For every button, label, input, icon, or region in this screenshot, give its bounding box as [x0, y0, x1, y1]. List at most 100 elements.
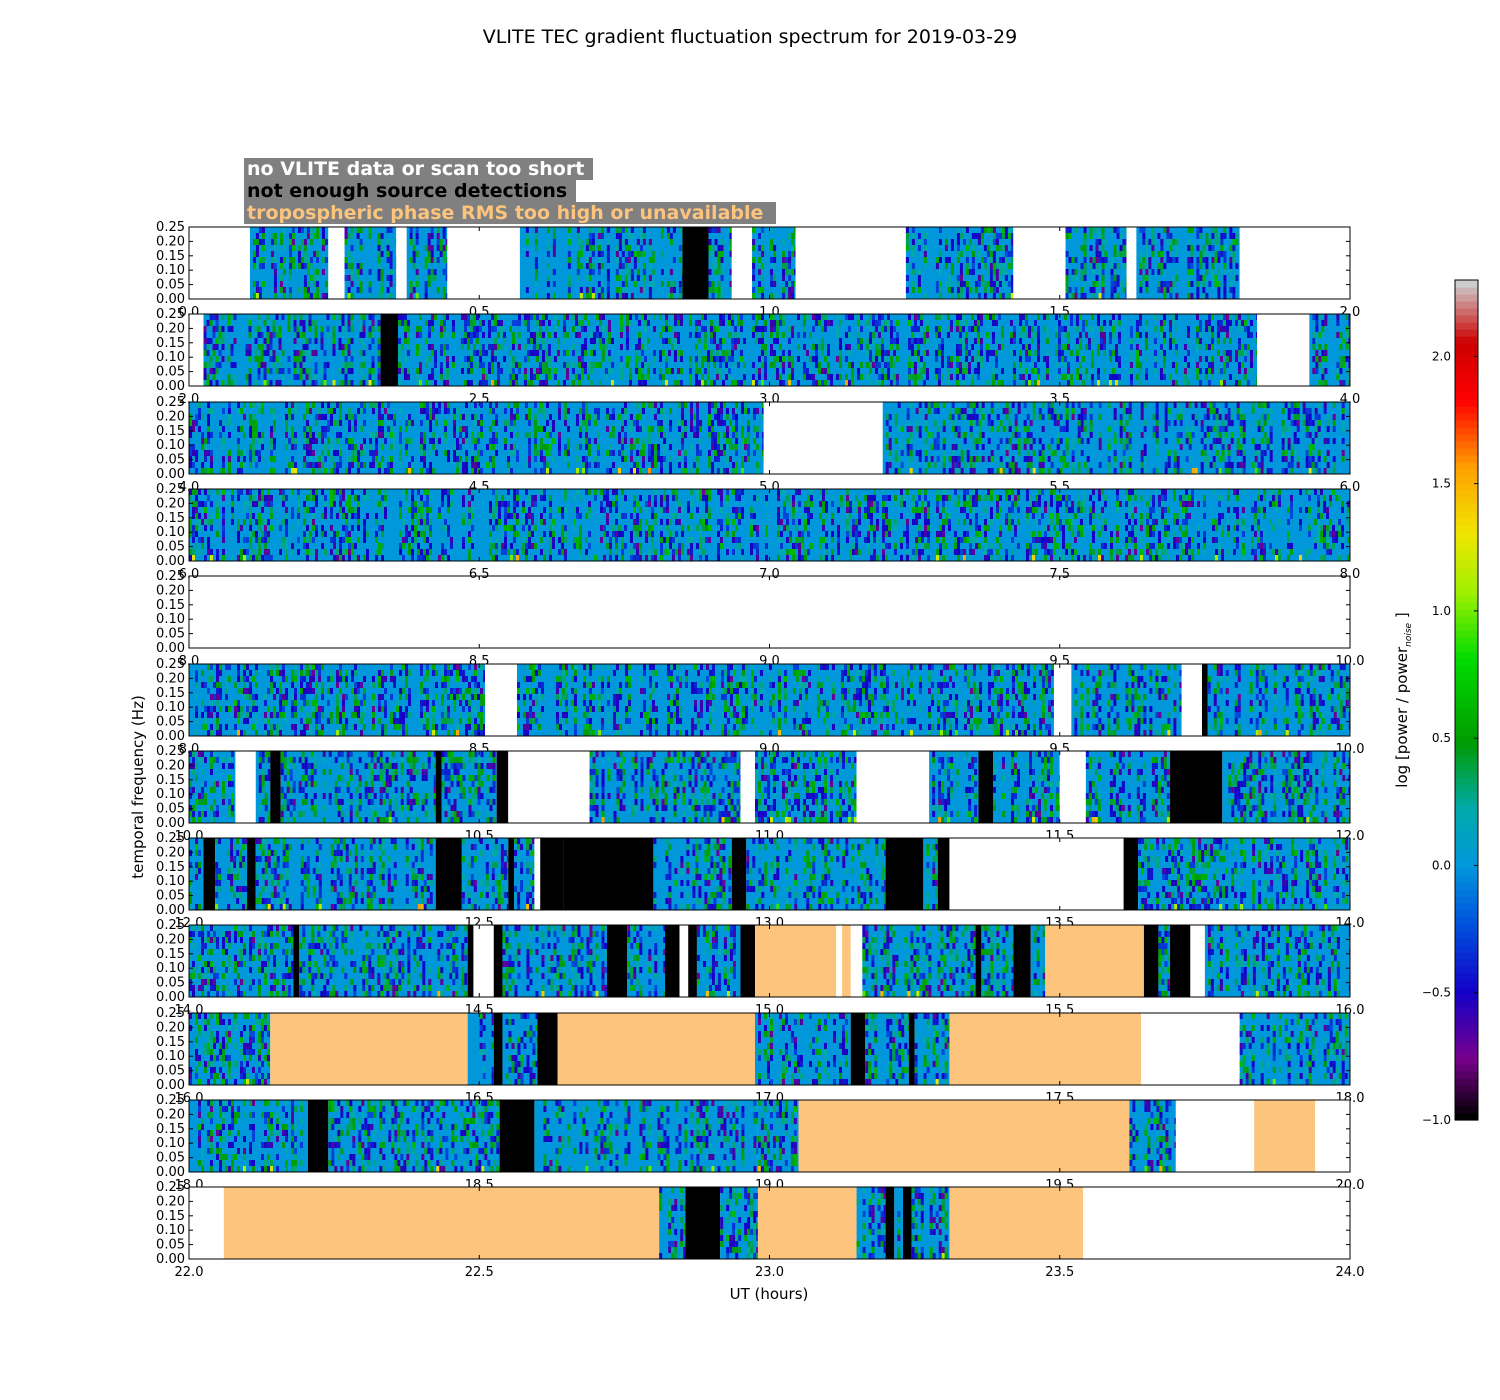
segment-det — [380, 314, 398, 386]
spectrum-cell — [760, 362, 764, 368]
spectrum-cell — [1168, 326, 1172, 332]
spectrum-cell — [1041, 444, 1045, 450]
spectrum-cell — [954, 414, 958, 420]
spectrum-cell — [445, 269, 448, 275]
segment-none — [189, 227, 250, 299]
spectrum-cell — [741, 408, 744, 414]
spectrum-cell — [1108, 374, 1112, 380]
spectrum-cell — [513, 450, 516, 456]
spectrum-cell — [582, 456, 585, 462]
spectrum-cell — [794, 281, 796, 287]
spectrum-cell — [1240, 326, 1244, 332]
spectrum-cell — [938, 251, 942, 257]
spectrum-cell — [1206, 456, 1210, 462]
spectrum-cell — [1212, 402, 1216, 408]
spectrum-cell — [715, 326, 719, 332]
spectrum-cell — [1033, 368, 1037, 374]
spectrum-cell — [658, 350, 662, 356]
spectrum-cell — [324, 444, 327, 450]
spectrum-cell — [273, 233, 277, 239]
spectrum-cell — [1336, 332, 1340, 338]
spectrum-cell — [664, 380, 668, 386]
spectrum-cell — [981, 444, 985, 450]
spectrum-cell — [606, 257, 610, 263]
spectrum-cell — [1143, 468, 1147, 474]
spectrum-cell — [1075, 356, 1079, 362]
panel-1: 0.000.050.100.150.200.250.0 0.5 1.0 1.5 2.0 — [156, 220, 1360, 320]
spectrum-cell — [661, 380, 665, 386]
spectrum-cell — [1007, 251, 1011, 257]
spectrum-cell — [1122, 444, 1126, 450]
spectrum-cell — [1023, 444, 1027, 450]
spectrum-cell — [715, 356, 719, 362]
spectrum-cell — [1128, 408, 1132, 414]
spectrum-cell — [1266, 438, 1270, 444]
spectrum-cell — [1077, 432, 1081, 438]
spectrum-cell — [1041, 462, 1045, 468]
spectrum-cell — [919, 374, 923, 380]
spectrum-cell — [1341, 438, 1345, 444]
spectrum-cell — [678, 462, 681, 468]
spectrum-cell — [1215, 420, 1219, 426]
spectrum-cell — [270, 408, 273, 414]
spectrum-cell — [589, 332, 593, 338]
spectrum-cell — [585, 420, 588, 426]
spectrum-cell — [544, 380, 548, 386]
spectrum-cell — [1071, 408, 1075, 414]
spectrum-cell — [885, 444, 889, 450]
spectrum-cell — [1326, 426, 1330, 432]
spectrum-cell — [1202, 245, 1206, 251]
spectrum-cell — [924, 450, 928, 456]
spectrum-cell — [1260, 438, 1264, 444]
spectrum-cell — [546, 468, 549, 474]
spectrum-cell — [971, 251, 975, 257]
spectrum-cell — [427, 374, 431, 380]
spectrum-cell — [252, 263, 256, 269]
spectrum-cell — [1168, 344, 1172, 350]
spectrum-cell — [576, 239, 580, 245]
spectrum-cell — [395, 275, 397, 281]
spectrum-cell — [377, 368, 381, 374]
spectrum-cell — [1225, 362, 1229, 368]
spectrum-cell — [708, 432, 711, 438]
spectrum-cell — [1008, 426, 1012, 432]
spectrum-cell — [390, 432, 393, 438]
spectrum-cell — [651, 456, 654, 462]
spectrum-cell — [230, 326, 234, 332]
spectrum-cell — [1071, 257, 1075, 263]
spectrum-cell — [672, 257, 676, 263]
spectrum-cell — [1174, 344, 1178, 350]
spectrum-cell — [567, 293, 571, 299]
spectrum-cell — [714, 408, 717, 414]
spectrum-cell — [1098, 432, 1102, 438]
spectrum-cell — [1090, 380, 1094, 386]
spectrum-cell — [1065, 251, 1069, 257]
spectrum-cell — [341, 350, 345, 356]
spectrum-cell — [332, 344, 336, 350]
spectrum-cell — [475, 332, 479, 338]
spectrum-cell — [877, 332, 881, 338]
spectrum-cell — [1186, 326, 1190, 332]
spectrum-cell — [978, 408, 982, 414]
spectrum-cell — [717, 456, 720, 462]
spectrum-cell — [339, 408, 342, 414]
spectrum-cell — [989, 245, 993, 251]
spectrum-cell — [711, 432, 714, 438]
spectrum-cell — [492, 444, 495, 450]
spectrum-cell — [1087, 374, 1091, 380]
spectrum-cell — [323, 368, 327, 374]
spectrum-cell — [660, 408, 663, 414]
spectrum-cell — [538, 344, 542, 350]
spectrum-cell — [915, 450, 919, 456]
spectrum-cell — [592, 332, 596, 338]
spectrum-cell — [1145, 257, 1149, 263]
spectrum-cell — [1167, 462, 1171, 468]
spectrum-cell — [350, 350, 354, 356]
spectrum-cell — [664, 338, 668, 344]
spectrum-cell — [1102, 338, 1106, 344]
spectrum-cell — [504, 438, 507, 444]
spectrum-cell — [330, 444, 333, 450]
spectrum-cell — [1145, 281, 1149, 287]
spectrum-cell — [630, 468, 633, 474]
spectrum-cell — [1096, 368, 1100, 374]
